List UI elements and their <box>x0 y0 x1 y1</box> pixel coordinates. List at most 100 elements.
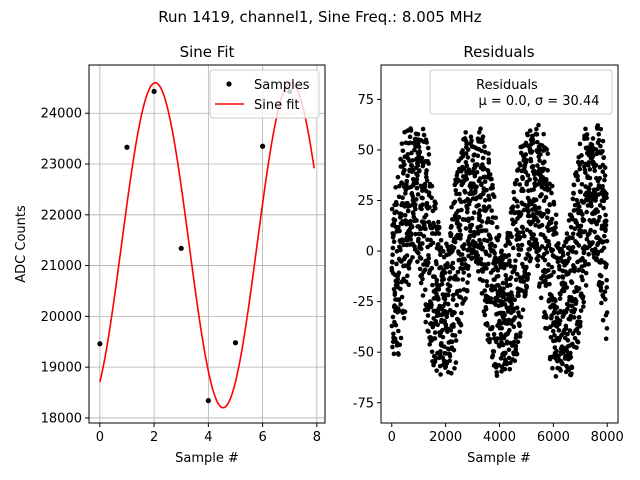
residual-point <box>413 206 418 212</box>
y-tick-label: 20000 <box>41 310 82 325</box>
residual-point <box>459 207 464 213</box>
residual-point <box>580 277 585 283</box>
residual-point <box>493 264 499 270</box>
residual-point <box>495 273 501 279</box>
residuals-x-ticks: 0 2000 4000 6000 8000 <box>388 423 624 445</box>
residual-point <box>409 224 415 230</box>
residual-point <box>499 369 504 374</box>
residual-point <box>424 168 429 173</box>
residual-point <box>569 303 575 309</box>
residual-point <box>541 211 547 217</box>
residual-point <box>434 277 440 283</box>
residual-point <box>449 204 454 210</box>
residual-point <box>592 246 598 252</box>
residual-point <box>487 197 492 202</box>
residual-point <box>577 166 583 172</box>
residual-point <box>464 209 470 215</box>
residual-point <box>459 261 465 267</box>
residual-point <box>592 229 597 235</box>
residual-point <box>592 168 598 174</box>
residual-point <box>486 204 492 209</box>
residual-point <box>494 370 500 375</box>
residual-point <box>554 348 559 354</box>
residual-point <box>476 202 481 208</box>
residual-point <box>402 167 407 173</box>
residual-point <box>601 155 607 160</box>
residual-point <box>398 156 403 162</box>
residual-point <box>486 261 491 267</box>
sine-fit-x-ticks: 0 2 4 6 8 <box>96 423 321 445</box>
residual-point <box>394 248 400 254</box>
residual-point <box>521 207 527 213</box>
residual-point <box>433 231 438 237</box>
residual-point <box>475 269 481 274</box>
residual-point <box>571 191 576 196</box>
residual-point <box>570 244 576 250</box>
residual-point <box>395 174 401 180</box>
sine-fit-x-axis-label: Sample # <box>175 451 239 466</box>
x-tick-label: 4000 <box>483 430 516 445</box>
residual-point <box>416 144 422 150</box>
residual-point <box>418 256 424 261</box>
residual-point <box>516 252 522 258</box>
residual-point <box>480 245 485 250</box>
y-tick-label: 75 <box>357 93 374 108</box>
residual-point <box>556 328 562 333</box>
residual-point <box>402 309 408 314</box>
residual-point <box>405 151 411 157</box>
residual-point <box>599 258 604 263</box>
residual-point <box>407 134 413 140</box>
residual-point <box>404 178 410 184</box>
residual-point <box>543 195 549 200</box>
residual-point <box>403 279 409 284</box>
residual-point <box>574 170 579 175</box>
residual-point <box>390 314 396 320</box>
residual-point <box>518 330 523 336</box>
residual-point <box>414 218 419 223</box>
residual-point <box>441 277 447 282</box>
residual-point <box>479 148 484 154</box>
residual-point <box>572 335 578 341</box>
residual-point <box>601 198 607 204</box>
residual-point <box>415 192 421 197</box>
residual-point <box>452 310 457 316</box>
residual-point <box>432 206 438 211</box>
residual-point <box>442 270 448 276</box>
residual-point <box>467 198 473 204</box>
residual-point <box>545 151 551 157</box>
residual-point <box>596 138 602 143</box>
residual-point <box>457 329 463 335</box>
residual-point <box>392 290 398 295</box>
residual-point <box>399 294 405 300</box>
residual-point <box>600 169 606 174</box>
residual-point <box>448 232 454 237</box>
residual-point <box>586 160 592 165</box>
residual-point <box>558 368 563 373</box>
residual-point <box>572 307 578 312</box>
x-tick-label: 2000 <box>429 430 462 445</box>
legend-box <box>429 69 613 115</box>
residual-point <box>562 281 568 287</box>
residual-point <box>572 226 578 231</box>
residual-point <box>492 286 498 292</box>
residual-point <box>549 183 555 189</box>
residual-point <box>565 251 571 257</box>
residual-point <box>598 126 604 132</box>
residual-point <box>450 266 456 271</box>
residual-point <box>408 128 414 133</box>
residual-point <box>507 258 512 264</box>
residual-point <box>513 277 519 283</box>
residual-point <box>598 288 604 293</box>
residuals-panel: 0 2000 4000 6000 8000 -75 -50 -25 0 25 50 75 Resid… <box>353 43 624 466</box>
residual-point <box>557 318 563 324</box>
residual-point <box>578 223 584 229</box>
residual-point <box>410 194 416 199</box>
residual-point <box>422 267 428 273</box>
residual-point <box>491 194 497 200</box>
residual-point <box>543 246 549 251</box>
residual-point <box>420 195 425 201</box>
residual-point <box>592 189 598 195</box>
residual-point <box>390 245 396 251</box>
residual-point <box>453 273 458 279</box>
residual-point <box>473 188 478 194</box>
